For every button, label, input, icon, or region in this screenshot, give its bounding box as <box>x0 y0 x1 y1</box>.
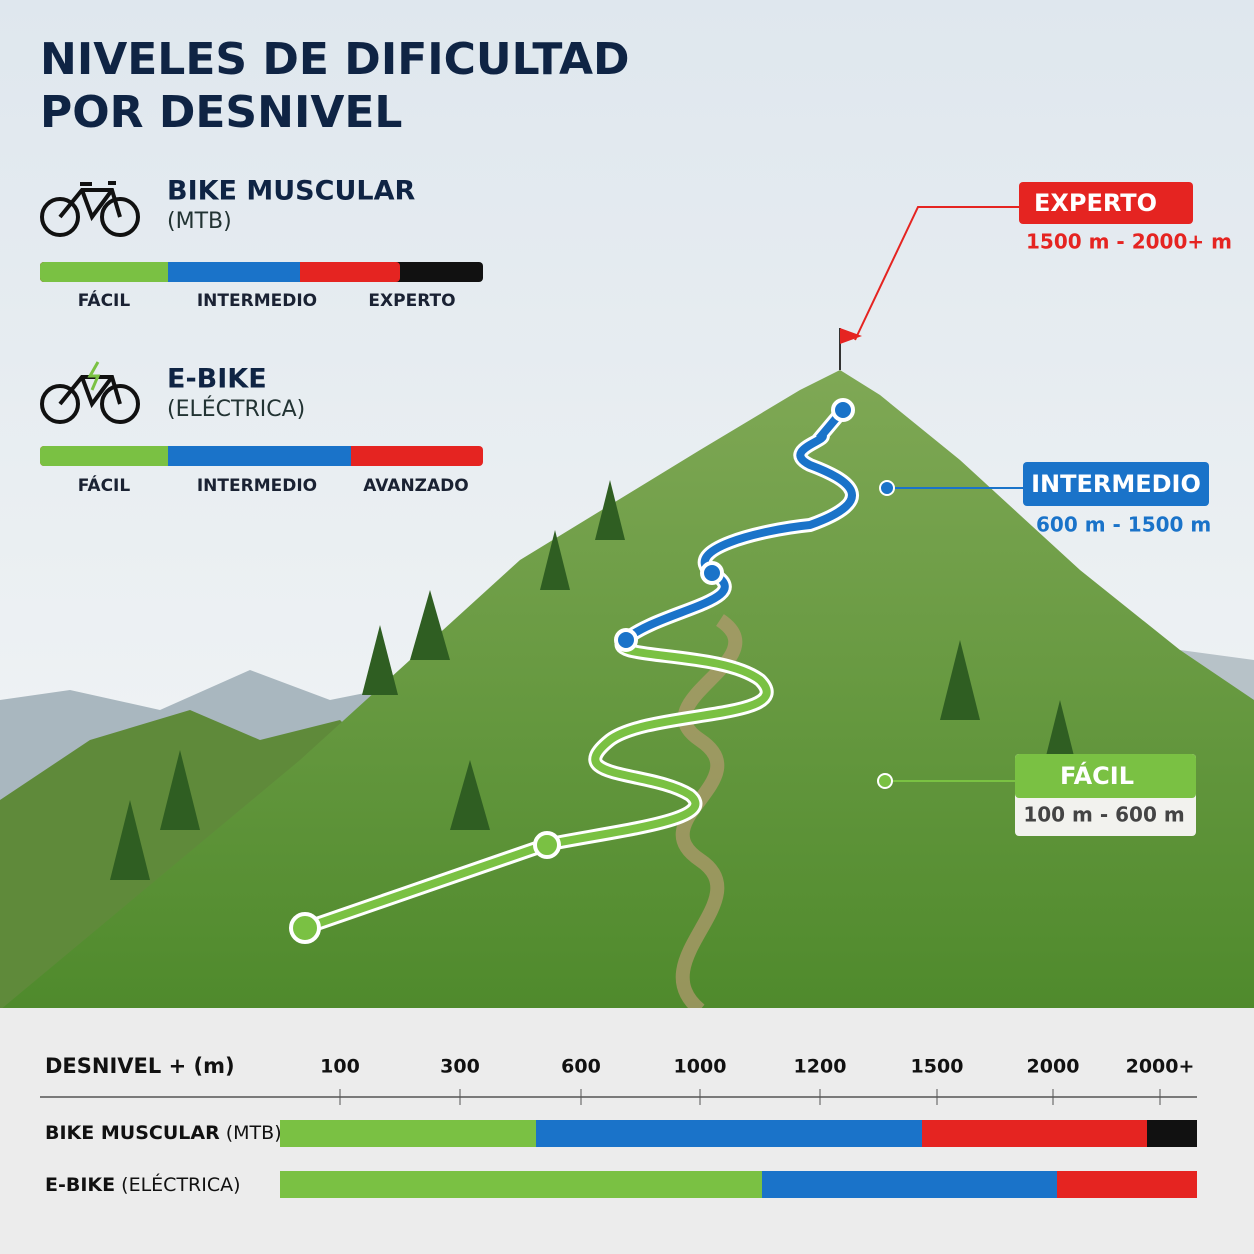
scale-bar <box>280 1120 1197 1147</box>
legend-bar <box>40 446 483 466</box>
trees <box>110 480 1080 880</box>
legend-level: EXPERTO <box>368 291 455 311</box>
row-sub: (MTB) <box>226 1122 282 1144</box>
tick-label: 300 <box>440 1056 480 1078</box>
callout-box <box>1019 182 1193 224</box>
tick-label: 100 <box>320 1056 360 1078</box>
legend-sub: (MTB) <box>167 209 232 234</box>
axis-label: DESNIVEL + (m) <box>45 1054 235 1078</box>
tick-label: 600 <box>561 1056 601 1078</box>
ebike-icon <box>40 361 140 424</box>
ticks: 100 300 600 1000 1200 1500 2000 2000+ <box>320 1056 1195 1105</box>
main-mountain <box>0 370 1254 1010</box>
callout-label: EXPERTO <box>1034 189 1157 217</box>
row-name: E-BIKE <box>45 1174 115 1196</box>
legend-name: BIKE MUSCULAR <box>167 176 415 207</box>
callout-range: 1500 m - 2000+ m <box>1026 230 1232 254</box>
bike-icon <box>40 181 140 237</box>
callout-label: FÁCIL <box>1060 761 1134 790</box>
tick-label: 2000 <box>1027 1056 1080 1078</box>
legend-level: INTERMEDIO <box>197 476 317 496</box>
leader-dot <box>877 773 893 789</box>
row-name: BIKE MUSCULAR <box>45 1122 220 1144</box>
scale-bar <box>280 1171 1197 1198</box>
flag <box>840 328 862 344</box>
legend-name: E-BIKE <box>167 364 267 395</box>
legend-level: INTERMEDIO <box>197 291 317 311</box>
tick-label: 2000+ <box>1126 1056 1195 1078</box>
tick-label: 1500 <box>911 1056 964 1078</box>
tick-label: 1200 <box>794 1056 847 1078</box>
route-mid <box>621 406 856 644</box>
title: NIVELES DE DIFICULTAD <box>40 34 630 85</box>
callout-box <box>1023 462 1209 506</box>
row-sub: (ELÉCTRICA) <box>121 1173 240 1196</box>
callout-range: 100 m - 600 m <box>1023 803 1184 827</box>
callout-range: 600 m - 1500 m <box>1036 513 1211 537</box>
leader-dot <box>879 480 895 496</box>
route-easy <box>301 636 771 932</box>
legend-level: FÁCIL <box>78 289 131 311</box>
row-label: BIKE MUSCULAR (MTB) <box>45 1122 282 1144</box>
legend-bar <box>40 262 483 282</box>
callout-label: INTERMEDIO <box>1031 470 1201 498</box>
legend-sub: (ELÉCTRICA) <box>167 396 305 422</box>
legend-level: FÁCIL <box>78 474 131 496</box>
route-points <box>289 398 855 944</box>
row-label: E-BIKE (ELÉCTRICA) <box>45 1173 241 1196</box>
leader-line <box>854 206 1019 341</box>
dirt-trail <box>675 614 743 1016</box>
tick-label: 1000 <box>674 1056 727 1078</box>
legend-level: AVANZADO <box>363 476 468 496</box>
callout-box <box>1015 754 1196 798</box>
title: POR DESNIVEL <box>40 87 402 138</box>
